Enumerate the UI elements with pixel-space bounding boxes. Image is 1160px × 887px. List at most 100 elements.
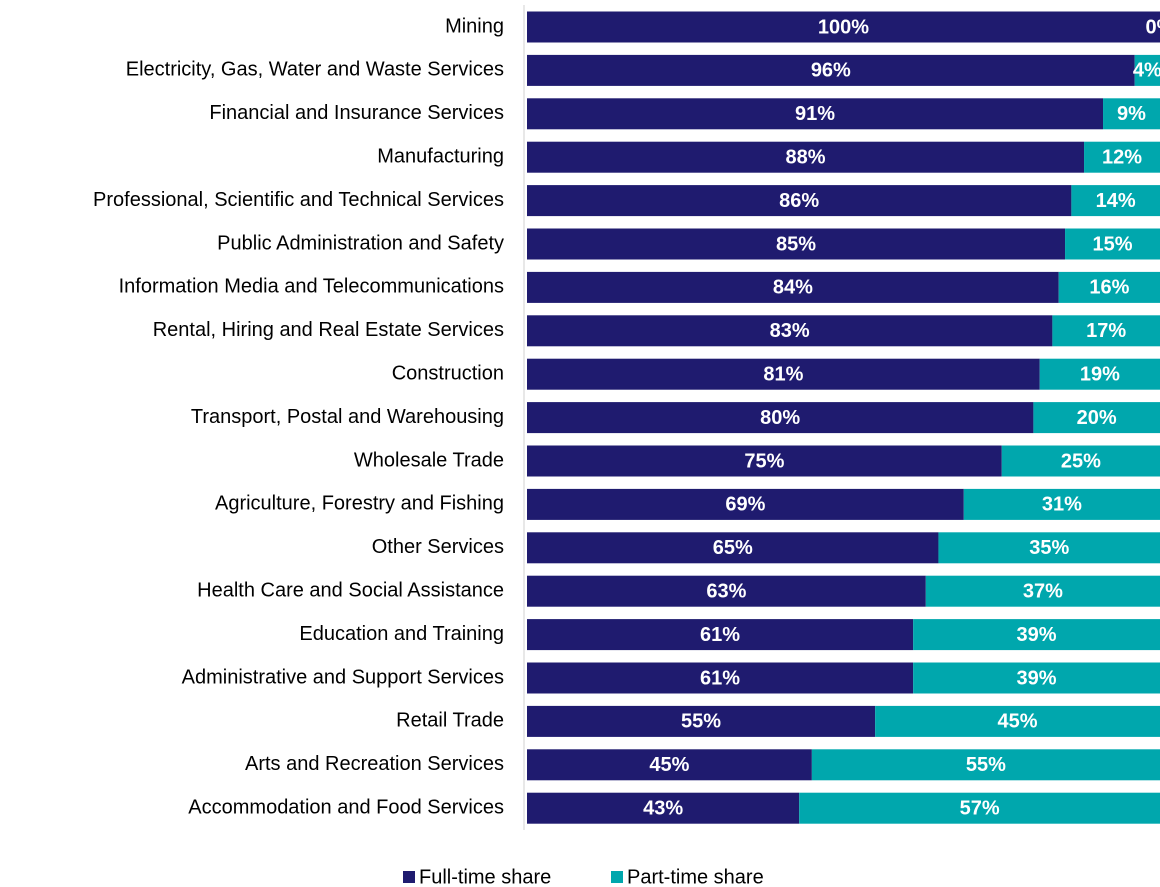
value-label: 85% [776,233,816,255]
bar-segment [527,54,1135,86]
bar-segment [913,619,1160,651]
value-label: 80% [760,407,800,429]
bar-segment [1039,358,1160,390]
category-label: Rental, Hiring and Real Estate Services [153,319,504,341]
value-label: 43% [643,797,683,819]
value-label: 19% [1080,363,1120,385]
legend-label: Part-time share [627,866,764,887]
category-label: Public Administration and Safety [217,232,504,254]
category-label: Mining [445,15,504,37]
category-label: Electricity, Gas, Water and Waste Servic… [126,59,504,81]
value-label: 45% [998,711,1038,733]
value-label: 100% [818,16,869,38]
value-label: 61% [700,624,740,646]
category-label: Financial and Insurance Services [209,102,504,124]
bar-segment [527,662,914,694]
category-label: Education and Training [299,623,504,645]
category-label: Construction [392,362,504,384]
bar-segment [811,749,1160,781]
bar-segment [1084,141,1160,173]
bar-segment [963,488,1160,520]
value-label: 17% [1086,320,1126,342]
bar-segment [527,271,1059,303]
category-label: Administrative and Support Services [182,666,504,688]
value-label: 39% [1017,667,1057,689]
value-label: 35% [1029,537,1069,559]
category-label: Arts and Recreation Services [245,753,504,775]
value-label: 86% [779,190,819,212]
value-label: 75% [744,450,784,472]
category-label: Manufacturing [377,145,504,167]
value-label: 20% [1077,407,1117,429]
bar-segment [527,575,926,607]
value-label: 14% [1096,190,1136,212]
value-label: 88% [786,146,826,168]
legend-label: Full-time share [419,866,551,887]
bar-segment [1065,228,1160,260]
value-label: 0% [1146,16,1160,38]
category-label: Retail Trade [396,710,504,732]
value-label: 57% [960,797,1000,819]
value-label: 81% [763,363,803,385]
category-label: Health Care and Social Assistance [197,579,504,601]
legend-swatch [611,871,623,883]
category-label: Wholesale Trade [354,449,504,471]
value-label: 12% [1102,146,1142,168]
bar-segment [1103,98,1160,130]
category-label: Agriculture, Forestry and Fishing [215,493,504,515]
bar-segment [527,141,1085,173]
bar-segment [938,532,1160,564]
bar-segment [1033,402,1160,434]
category-label: Information Media and Telecommunications [119,276,504,298]
category-label: Other Services [372,536,504,558]
value-label: 91% [795,103,835,125]
bar-segment [527,185,1072,217]
value-label: 63% [706,580,746,602]
value-label: 25% [1061,450,1101,472]
bar-segment [1052,315,1160,347]
bar-segment [527,619,914,651]
value-label: 61% [700,667,740,689]
bar-segment [527,11,1160,43]
bar-segment [1058,271,1160,303]
value-label: 4% [1133,60,1160,82]
category-label: Transport, Postal and Warehousing [191,406,504,428]
bar-segment [1071,185,1160,217]
bar-segment [527,358,1040,390]
bar-segment [799,792,1160,824]
value-label: 69% [725,494,765,516]
value-label: 55% [966,754,1006,776]
value-label: 45% [649,754,689,776]
bar-segment [875,705,1160,737]
value-label: 84% [773,277,813,299]
bar-segment [913,662,1160,694]
bar-segment [527,402,1034,434]
value-label: 15% [1093,233,1133,255]
legend-swatch [403,871,415,883]
value-label: 65% [713,537,753,559]
category-label: Professional, Scientific and Technical S… [93,189,504,211]
value-label: 37% [1023,580,1063,602]
bar-segment [925,575,1160,607]
bar-segment [527,98,1104,130]
bar-segment [527,792,800,824]
value-label: 55% [681,711,721,733]
category-label: Accommodation and Food Services [188,796,504,818]
bar-segment [1134,54,1160,86]
bar-segment [527,705,876,737]
value-label: 31% [1042,494,1082,516]
bar-segment [527,315,1053,347]
value-label: 83% [770,320,810,342]
bar-segment [527,445,1002,477]
bar-segment [527,749,812,781]
value-label: 96% [811,60,851,82]
bar-segment [527,488,964,520]
value-label: 16% [1089,277,1129,299]
bar-segment [527,228,1066,260]
bar-segment [527,532,939,564]
value-label: 39% [1017,624,1057,646]
value-label: 9% [1117,103,1146,125]
bar-segment [1001,445,1160,477]
